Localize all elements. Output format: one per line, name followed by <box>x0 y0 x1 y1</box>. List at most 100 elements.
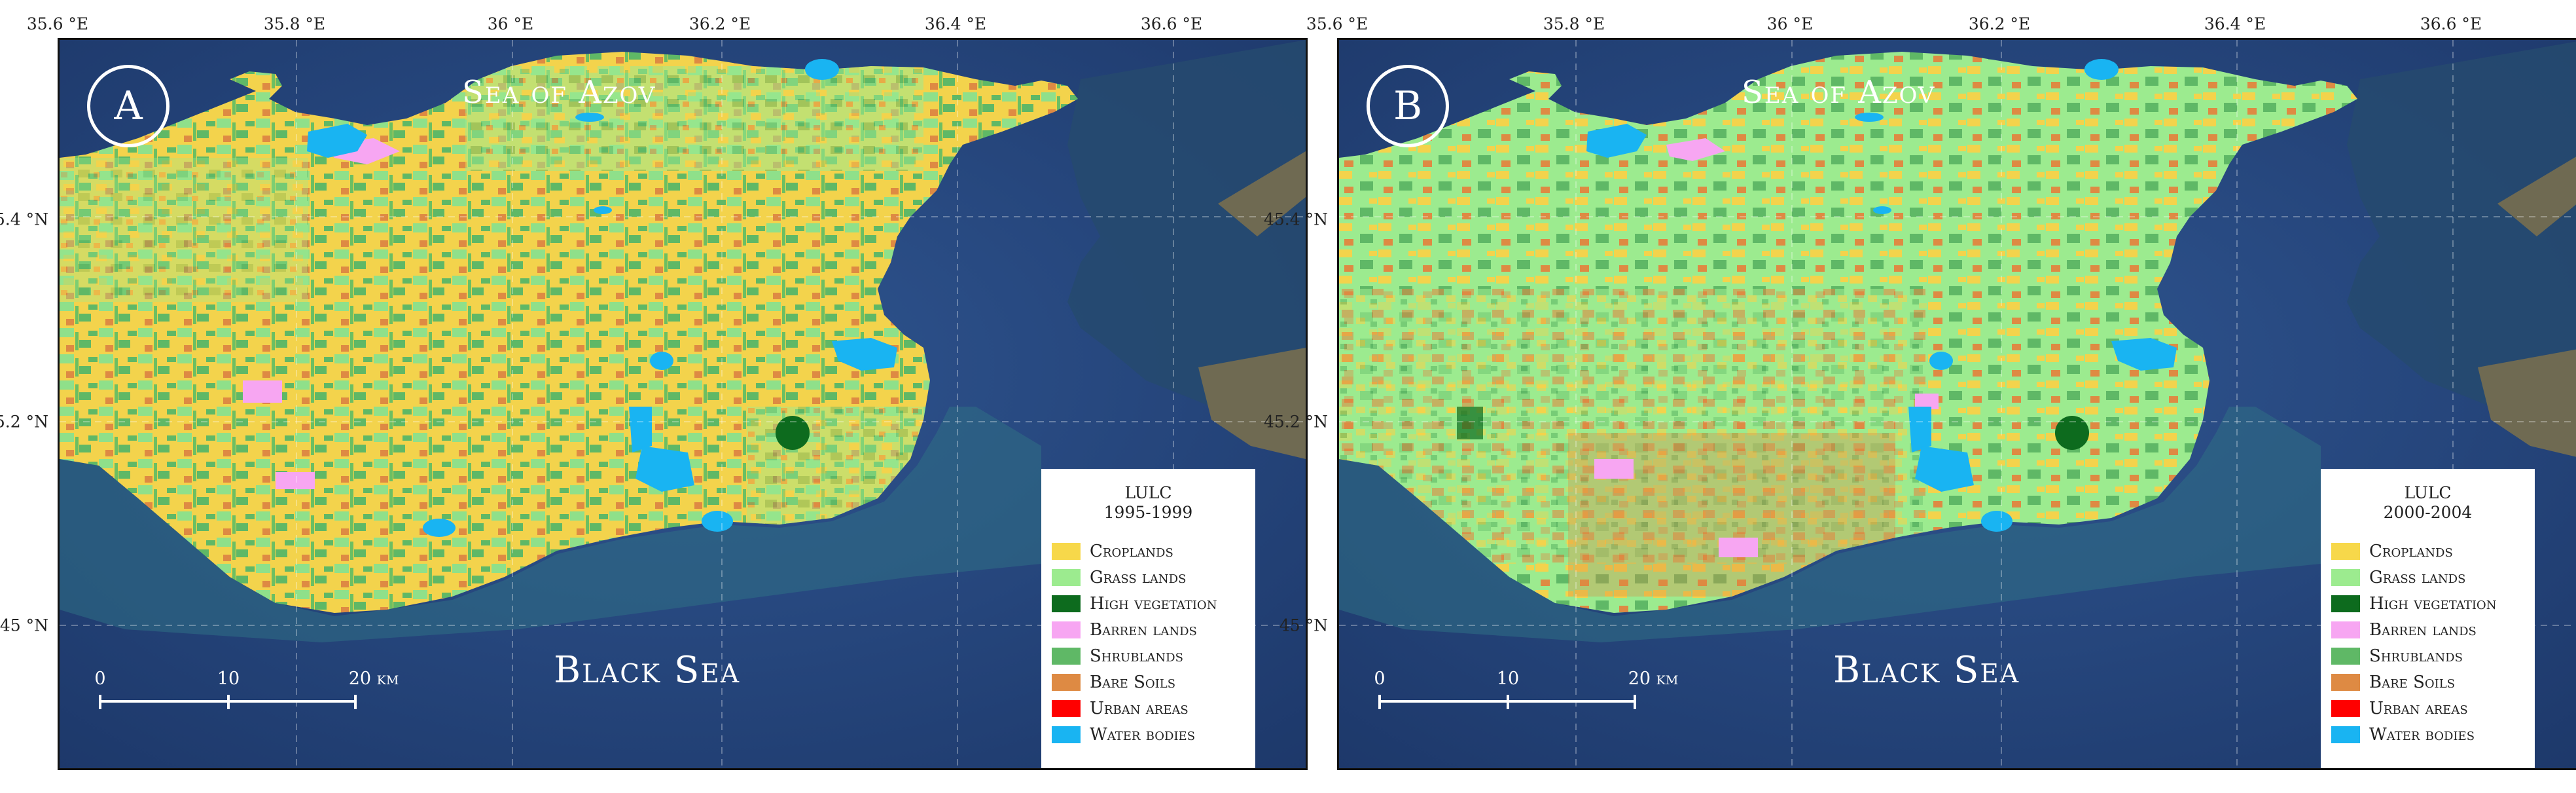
panel-label: B <box>1367 65 1449 147</box>
lon-tick: 36.2 °E <box>1968 14 2031 33</box>
legend-item: Urban areas <box>2331 695 2524 722</box>
legend-item: Croplands <box>1052 538 1245 564</box>
legend: LULC 1995-1999 Croplands Grass lands High … <box>1041 469 1255 768</box>
legend-item: Grass lands <box>2331 564 2524 591</box>
legend-label: Urban areas <box>2369 699 2468 718</box>
legend-item: Croplands <box>2331 538 2524 564</box>
legend-swatch <box>2331 674 2360 691</box>
legend-label: Croplands <box>1090 542 1173 561</box>
lon-tick: 36.6 °E <box>2420 14 2482 33</box>
longitude-axis: 35.6 °E 35.8 °E 36 °E 36.2 °E 36.4 °E 36… <box>1306 0 2576 38</box>
scale-tick <box>1634 695 1636 709</box>
legend-swatch <box>2331 595 2360 612</box>
legend-label: Water bodies <box>1090 725 1196 745</box>
legend-item: Grass lands <box>1052 564 1245 591</box>
scale-bar: 0 10 20 km <box>94 669 439 721</box>
legend-label: Urban areas <box>1090 699 1189 718</box>
scale-tick <box>354 695 357 709</box>
lon-tick: 36 °E <box>1766 14 1814 33</box>
black-sea-label: Black Sea <box>554 649 740 692</box>
legend-item: Water bodies <box>1052 722 1245 748</box>
lat-tick: 45 °N <box>1279 616 1328 635</box>
satellite-map <box>60 40 1306 768</box>
lat-tick: 45.2 °N <box>0 412 48 432</box>
legend-swatch <box>1052 569 1081 586</box>
legend-item: Water bodies <box>2331 722 2524 748</box>
black-sea-label: Black Sea <box>1833 649 2020 692</box>
legend-item: Bare Soils <box>2331 669 2524 695</box>
legend-list: Croplands Grass lands High vegetation Barre… <box>2331 538 2524 748</box>
legend-period: 1995-1999 <box>1103 503 1193 522</box>
lon-tick: 35.6 °E <box>1306 14 1368 33</box>
legend-swatch <box>1052 543 1081 560</box>
legend-swatch <box>1052 648 1081 665</box>
legend-item: Bare Soils <box>1052 669 1245 695</box>
legend-swatch <box>2331 648 2360 665</box>
lon-tick: 35.8 °E <box>1543 14 1605 33</box>
legend-period: 2000-2004 <box>2383 503 2473 522</box>
scale-tick <box>1378 695 1381 709</box>
legend-swatch <box>2331 700 2360 717</box>
legend-item: Shrublands <box>1052 643 1245 669</box>
scale-tick <box>227 695 230 709</box>
scale-tick <box>99 695 101 709</box>
lat-tick: 45.4 °N <box>0 210 48 229</box>
lon-tick: 35.8 °E <box>263 14 326 33</box>
legend-title: LULC <box>2404 483 2452 502</box>
legend-label: Grass lands <box>1090 568 1187 587</box>
scale-label: 10 <box>217 669 240 689</box>
legend-item: Shrublands <box>2331 643 2524 669</box>
legend-label: Barren lands <box>1090 620 1197 640</box>
scale-label: 0 <box>94 669 106 689</box>
legend-swatch <box>1052 674 1081 691</box>
longitude-axis: 35.6 °E 35.8 °E 36 °E 36.2 °E 36.4 °E 36… <box>27 0 1308 38</box>
legend-item: Barren lands <box>1052 617 1245 643</box>
lon-tick: 36.6 °E <box>1140 14 1203 33</box>
legend-label: Bare Soils <box>1090 673 1176 692</box>
legend-label: Barren lands <box>2369 620 2477 640</box>
map-panel-a: 35.6 °E 35.8 °E 36 °E 36.2 °E 36.4 °E 36… <box>0 0 1308 793</box>
legend-item: Barren lands <box>2331 617 2524 643</box>
map-panel-b: 35.6 °E 35.8 °E 36 °E 36.2 °E 36.4 °E 36… <box>1264 0 2576 793</box>
legend-item: High vegetation <box>1052 591 1245 617</box>
scale-label: 0 <box>1374 669 1386 689</box>
scale-label: 20 km <box>348 669 399 689</box>
legend-swatch <box>2331 569 2360 586</box>
legend-swatch <box>2331 621 2360 638</box>
legend-label: Croplands <box>2369 542 2453 561</box>
legend-label: Shrublands <box>2369 646 2463 666</box>
legend-swatch <box>1052 595 1081 612</box>
scale-tick <box>1507 695 1509 709</box>
legend-label: Shrublands <box>1090 646 1183 666</box>
scale-bar: 0 10 20 km <box>1374 669 1719 721</box>
lat-tick: 45.4 °N <box>1264 210 1328 229</box>
lon-tick: 35.6 °E <box>26 14 89 33</box>
legend-label: High vegetation <box>1090 594 1217 614</box>
lon-tick: 36 °E <box>487 14 534 33</box>
legend-swatch <box>1052 621 1081 638</box>
lat-tick: 45.2 °N <box>1264 412 1328 432</box>
map-frame: B Sea of Azov Black Sea 0 10 20 km LULC … <box>1337 38 2576 770</box>
legend-title: LULC <box>1124 483 1172 502</box>
legend-swatch <box>2331 543 2360 560</box>
legend-item: High vegetation <box>2331 591 2524 617</box>
scale-label: 20 km <box>1628 669 1679 689</box>
lat-tick: 45 °N <box>0 616 48 635</box>
legend-list: Croplands Grass lands High vegetation Barre… <box>1052 538 1245 748</box>
legend-label: High vegetation <box>2369 594 2497 614</box>
lon-tick: 36.2 °E <box>689 14 751 33</box>
legend-swatch <box>1052 726 1081 743</box>
panel-label: A <box>87 65 170 147</box>
legend-label: Grass lands <box>2369 568 2466 587</box>
legend-label: Bare Soils <box>2369 673 2456 692</box>
sea-of-azov-label: Sea of Azov <box>1742 74 1936 111</box>
legend: LULC 2000-2004 Croplands Grass lands High … <box>2321 469 2535 768</box>
lon-tick: 36.4 °E <box>2204 14 2266 33</box>
map-frame: A Sea of Azov Black Sea 0 10 20 km LULC … <box>58 38 1308 770</box>
latitude-axis: 45.4 °N 45.2 °N 45 °N <box>1264 0 1337 793</box>
scale-label: 10 <box>1496 669 1520 689</box>
legend-item: Urban areas <box>1052 695 1245 722</box>
latitude-axis: 45.4 °N 45.2 °N 45 °N <box>0 0 58 793</box>
legend-swatch <box>1052 700 1081 717</box>
legend-swatch <box>2331 726 2360 743</box>
